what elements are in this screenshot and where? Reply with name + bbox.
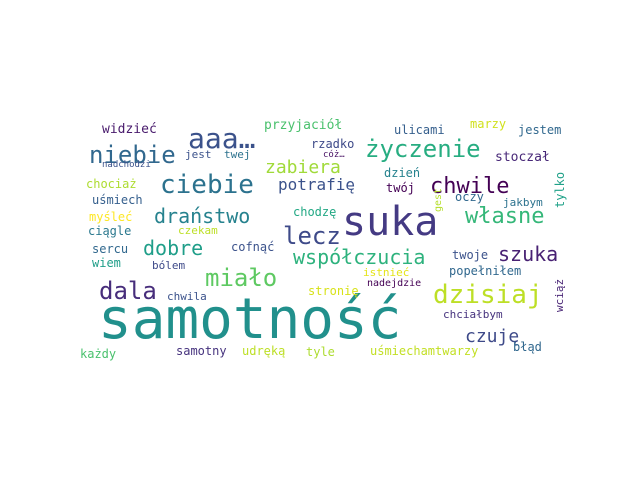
word-czekam: czekam	[178, 224, 218, 237]
word-chwile: chwile	[430, 174, 510, 199]
word-wiem: wiem	[92, 256, 121, 270]
word-chodze: chodzę	[293, 205, 337, 219]
word-jest: jest	[185, 148, 212, 161]
word-stronie: stronię	[308, 284, 359, 298]
word-coz: cóż…	[323, 150, 345, 160]
word-nadchodzi: nadchodzi	[102, 160, 151, 170]
word-wciaz: wciąż	[553, 278, 566, 312]
word-kazdy: każdy	[80, 347, 117, 361]
word-bolem: bólem	[152, 259, 186, 272]
word-twoj: twój	[386, 181, 415, 195]
word-dzisiaj: dzisiaj	[433, 280, 543, 310]
word-dobre: dobre	[143, 236, 204, 260]
word-samotnosc: samotność	[98, 287, 402, 352]
word-ciagle: ciągle	[88, 224, 132, 238]
word-chwila: chwila	[167, 290, 207, 303]
word-niebie: niebie	[89, 141, 176, 169]
word-przyjaciol: przyjaciół	[264, 118, 343, 133]
word-gest: gest	[433, 187, 444, 212]
word-suka: suka	[342, 199, 439, 245]
word-dala: dala	[99, 277, 157, 305]
word-oczy: oczy	[455, 190, 484, 204]
word-sercu: sercu	[92, 242, 129, 256]
word-myslec: myśleć	[89, 210, 133, 224]
word-szuka: szuka	[498, 242, 559, 266]
word-zyczenie: życzenie	[365, 135, 481, 163]
word-lecz: lecz	[283, 222, 341, 250]
word-czuje: czuję	[465, 326, 520, 347]
word-widziec: widzieć	[102, 122, 157, 137]
word-blad: błąd	[513, 340, 542, 354]
word-istniec: istnieć	[363, 266, 410, 279]
word-chociaz: chociaż	[86, 177, 137, 191]
word-potrafie: potrafię	[278, 175, 356, 194]
word-tyle: tyle	[306, 345, 335, 359]
word-rzadko: rzadko	[311, 137, 355, 151]
word-dzien: dzień	[384, 166, 421, 180]
word-jestem: jestem	[518, 123, 562, 137]
word-samotny: samotny	[176, 344, 227, 358]
word-chcialbym: chciałbym	[443, 308, 503, 321]
word-wlasne: własne	[465, 204, 545, 229]
word-stoczal: stoczał	[495, 150, 550, 165]
word-ulicami: ulicami	[394, 123, 445, 137]
word-cloud: samotność suka aaa… niebie ciebie życzen…	[80, 112, 567, 368]
word-dranstwo: draństwo	[154, 204, 251, 228]
word-tylko: tylko	[553, 171, 567, 208]
word-popelnilem: popełniłem	[449, 264, 522, 278]
word-marzy: marzy	[470, 117, 507, 131]
word-nadejdzie: nadejdzie	[367, 278, 422, 289]
word-aaa: aaa…	[188, 122, 256, 155]
word-wspolczucia: współczucia	[293, 245, 426, 269]
word-twoje: twoje	[452, 248, 489, 262]
word-jakbym: jakbym	[503, 196, 543, 209]
word-zabiera: zabiera	[265, 157, 341, 178]
word-mialo: miało	[205, 264, 278, 292]
word-udreka: udręką	[242, 344, 286, 358]
word-usmiech: uśmiech	[92, 193, 143, 207]
word-usmiechamtwarzy: uśmiechamtwarzy	[370, 344, 479, 358]
word-twej: twej	[224, 148, 251, 161]
word-cofnac: cofnąć	[231, 240, 275, 254]
word-ciebie: ciebie	[160, 170, 254, 200]
